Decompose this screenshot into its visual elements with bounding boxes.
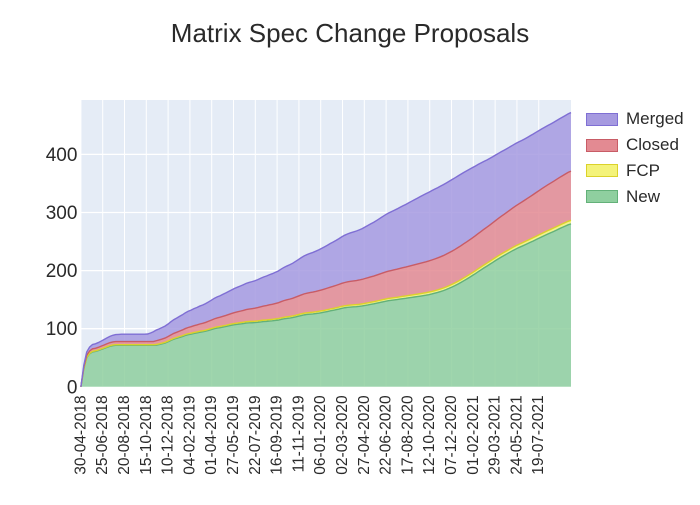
svg-text:17-08-2020: 17-08-2020 bbox=[399, 395, 416, 475]
svg-text:19-07-2021: 19-07-2021 bbox=[530, 395, 547, 474]
svg-text:29-03-2021: 29-03-2021 bbox=[487, 395, 504, 474]
svg-text:02-03-2020: 02-03-2020 bbox=[334, 395, 351, 475]
svg-text:24-05-2021: 24-05-2021 bbox=[508, 395, 525, 474]
svg-text:100: 100 bbox=[46, 319, 78, 340]
svg-text:22-07-2019: 22-07-2019 bbox=[247, 395, 264, 474]
svg-text:20-08-2018: 20-08-2018 bbox=[116, 395, 133, 474]
svg-text:15-10-2018: 15-10-2018 bbox=[138, 395, 155, 474]
svg-text:07-12-2020: 07-12-2020 bbox=[443, 395, 460, 475]
svg-text:300: 300 bbox=[46, 203, 78, 224]
svg-text:10-12-2018: 10-12-2018 bbox=[160, 395, 177, 474]
svg-text:06-01-2020: 06-01-2020 bbox=[312, 395, 329, 475]
svg-text:400: 400 bbox=[46, 145, 78, 166]
svg-text:27-04-2020: 27-04-2020 bbox=[356, 395, 373, 475]
svg-text:04-02-2019: 04-02-2019 bbox=[181, 395, 198, 474]
svg-text:25-06-2018: 25-06-2018 bbox=[94, 395, 111, 474]
svg-text:16-09-2019: 16-09-2019 bbox=[269, 395, 286, 474]
svg-text:27-05-2019: 27-05-2019 bbox=[225, 395, 242, 474]
svg-text:01-02-2021: 01-02-2021 bbox=[465, 395, 482, 474]
svg-text:22-06-2020: 22-06-2020 bbox=[378, 395, 395, 475]
svg-text:200: 200 bbox=[46, 261, 78, 282]
svg-text:12-10-2020: 12-10-2020 bbox=[421, 395, 438, 475]
svg-text:0: 0 bbox=[67, 377, 78, 398]
svg-text:01-04-2019: 01-04-2019 bbox=[203, 395, 220, 474]
svg-text:30-04-2018: 30-04-2018 bbox=[72, 395, 89, 474]
svg-text:11-11-2019: 11-11-2019 bbox=[290, 395, 307, 472]
